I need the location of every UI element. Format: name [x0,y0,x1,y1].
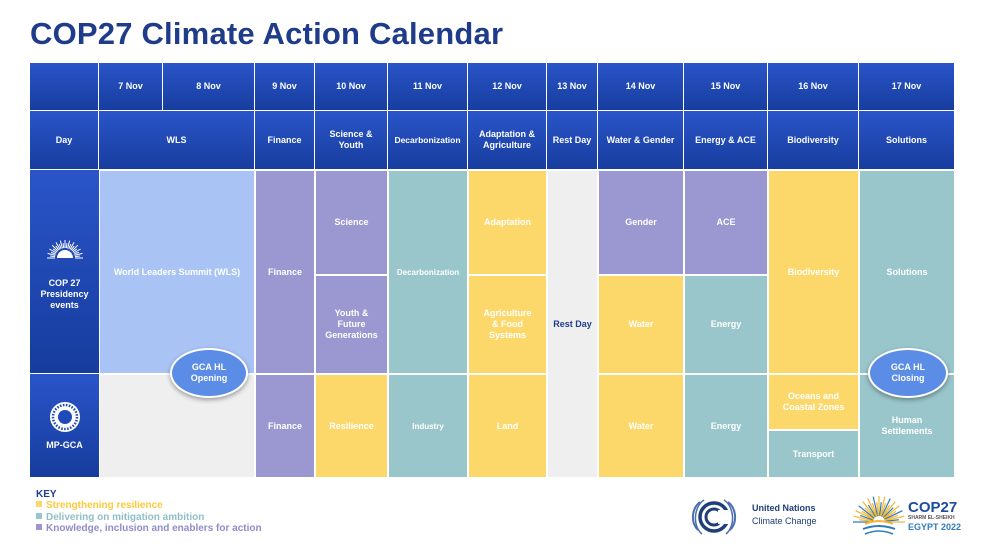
date-12-nov: 12 Nov [468,63,547,111]
block-ace: ACE [684,170,768,275]
block-energy-mpgca: Energy [684,374,768,478]
block-energy-presidency: Energy [684,275,768,374]
gca-hl-opening-oval: GCA HL Opening [170,348,248,398]
theme-science-youth: Science & Youth [315,111,388,170]
un-climate-change-text: United Nations Climate Change [752,502,817,528]
theme-decarbonization: Decarbonization [388,111,468,170]
block-biodiversity: Biodiversity [768,170,859,374]
theme-solutions: Solutions [859,111,955,170]
un-line2: Climate Change [752,516,817,526]
date-13-nov: 13 Nov [547,63,598,111]
date-16-nov: 16 Nov [768,63,859,111]
date-17-nov: 17 Nov [859,63,955,111]
block-wls: World Leaders Summit (WLS) [99,170,255,374]
block-finance-mpgca: Finance [255,374,315,478]
block-science: Science [315,170,388,275]
row-label-presidency: COP 27 Presidency events [30,170,99,374]
gca-hl-closing-oval: GCA HL Closing [868,348,948,398]
row-label-mpgca: MP-GCA [30,374,99,478]
block-oceans: Oceans and Coastal Zones [768,374,859,430]
date-8-nov: 8 Nov [163,63,255,111]
cop27-sun-icon [46,240,83,259]
cop27-logo-text: COP27 SHARM EL-SHEIKH EGYPT 2022 [908,500,961,532]
block-water-mpgca: Water [598,374,684,478]
block-youth: Youth & Future Generations [315,275,388,374]
theme-energy-ace: Energy & ACE [684,111,768,170]
key-item-resilience: Strengthening resilience [36,500,262,512]
theme-biodiversity: Biodiversity [768,111,859,170]
block-land: Land [468,374,547,478]
block-decarbonization: Decarbonization [388,170,468,374]
mp-gca-logo-icon [49,402,80,432]
block-agriculture: Agriculture & Food Systems [468,275,547,374]
block-solutions: Solutions [859,170,955,374]
un-climate-change-logo-icon [692,499,736,535]
key-label-mitigation: Delivering on mitigation ambition [46,511,205,523]
theme-wls: WLS [99,111,255,170]
key-legend: KEY Strengthening resilience Delivering … [36,489,262,535]
theme-day-label: Day [30,111,99,170]
block-transport: Transport [768,430,859,478]
block-water-presidency: Water [598,275,684,374]
key-label-resilience: Strengthening resilience [46,500,163,511]
date-9-nov: 9 Nov [255,63,315,111]
date-7-nov: 7 Nov [99,63,163,111]
key-item-mitigation: Delivering on mitigation ambition [36,512,262,524]
block-rest-day: Rest Day [547,170,598,478]
key-item-knowledge: Knowledge, inclusion and enablers for ac… [36,523,262,535]
key-title: KEY [36,489,57,500]
block-industry: Industry [388,374,468,478]
key-swatch-yellow [36,501,42,507]
cop27-sub1: SHARM EL-SHEIKH [908,515,955,521]
date-10-nov: 10 Nov [315,63,388,111]
block-finance-presidency: Finance [255,170,315,374]
date-14-nov: 14 Nov [598,63,684,111]
key-swatch-purple [36,524,42,530]
theme-rest-day: Rest Day [547,111,598,170]
block-resilience: Resilience [315,374,388,478]
theme-adaptation-agriculture: Adaptation & Agriculture [468,111,547,170]
date-11-nov: 11 Nov [388,63,468,111]
un-line1: United Nations [752,503,816,513]
block-adaptation: Adaptation [468,170,547,275]
page-title: COP27 Climate Action Calendar [30,16,504,51]
row-label-mpgca-text: MP-GCA [46,440,83,450]
theme-finance: Finance [255,111,315,170]
cop27-logo-sun-icon [853,496,905,535]
key-swatch-teal [36,512,42,519]
cop27-sub2: EGYPT 2022 [908,522,962,532]
date-15-nov: 15 Nov [684,63,768,111]
row-label-presidency-text: COP 27 Presidency events [40,278,89,310]
cop27-main: COP27 [908,499,958,516]
block-gender: Gender [598,170,684,275]
header-corner [30,63,99,111]
key-label-knowledge: Knowledge, inclusion and enablers for ac… [46,523,262,534]
theme-water-gender: Water & Gender [598,111,684,170]
